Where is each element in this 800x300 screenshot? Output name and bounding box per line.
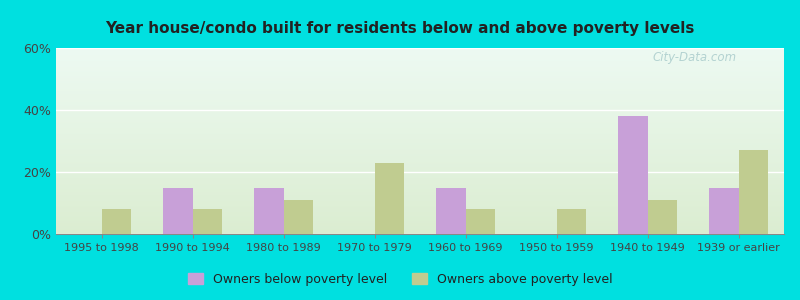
Bar [557,209,586,234]
Text: City-Data.com: City-Data.com [653,51,737,64]
Bar [163,188,193,234]
Bar [466,209,494,234]
Bar [193,209,222,234]
Bar [102,209,130,234]
Bar [374,163,404,234]
Text: Year house/condo built for residents below and above poverty levels: Year house/condo built for residents bel… [106,21,694,36]
Bar [738,150,768,234]
Bar [710,188,738,234]
Bar [618,116,647,234]
Bar [254,188,283,234]
Legend: Owners below poverty level, Owners above poverty level: Owners below poverty level, Owners above… [182,268,618,291]
Bar [283,200,313,234]
Bar [436,188,466,234]
Bar [647,200,677,234]
